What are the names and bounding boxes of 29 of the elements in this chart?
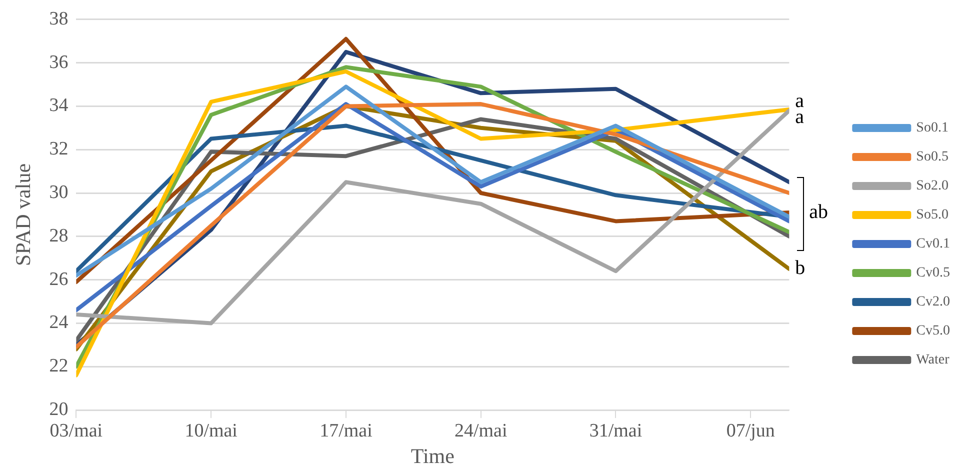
legend-label: Cv0.5 (916, 266, 950, 281)
legend-label: So0.5 (916, 150, 948, 165)
y-axis-title: SPAD value (11, 163, 36, 266)
y-tick-label: 32 (49, 138, 68, 160)
y-tick-label: 24 (49, 312, 69, 334)
y-tick-label: 30 (49, 182, 68, 203)
x-tick-label: 17/mai (320, 420, 372, 442)
y-tick-label: 26 (49, 268, 68, 290)
y-tick-label: 20 (49, 398, 68, 420)
legend-label: So0.1 (916, 120, 948, 136)
x-tick-label: 10/mai (184, 420, 238, 442)
annotation: ab (809, 200, 828, 223)
y-tick-label: 36 (49, 52, 68, 73)
legend-label: Cv0.1 (916, 236, 950, 252)
legend-label: Cv5.0 (916, 324, 950, 339)
y-tick-label: 38 (49, 8, 68, 30)
legend-label: Water (916, 352, 950, 368)
x-tick-label: 24/mai (454, 420, 508, 442)
legend-label: So5.0 (916, 208, 948, 223)
legend-label: Cv2.0 (916, 294, 950, 310)
legend-label: So2.0 (916, 178, 948, 194)
y-tick-label: 28 (49, 225, 68, 246)
annotation: b (795, 257, 806, 280)
y-tick-label: 34 (49, 95, 69, 116)
y-tick-label: 22 (49, 356, 68, 377)
x-tick-label: 31/mai (589, 420, 642, 442)
x-tick-label: 07/jun (726, 420, 776, 442)
x-axis-title: Time (410, 444, 454, 468)
x-tick-label: 03/mai (50, 420, 103, 442)
